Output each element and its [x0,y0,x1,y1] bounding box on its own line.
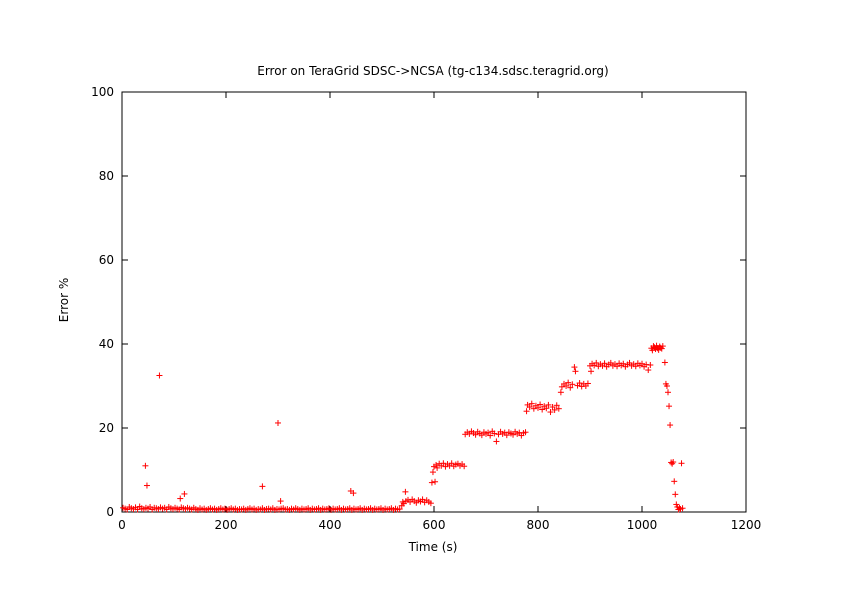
data-point [565,379,572,386]
x-tick-label: 800 [527,518,550,532]
data-point [350,490,357,497]
x-tick-label: 200 [215,518,238,532]
x-tick-label: 400 [319,518,342,532]
data-point [181,490,188,497]
data-point [275,419,281,426]
x-tick-label: 600 [423,518,446,532]
data-point [601,360,608,367]
x-tick-label: 1200 [731,518,762,532]
data-point [537,401,544,408]
data-point [667,422,674,429]
data-point [535,404,541,411]
y-axis-label: Error % [57,278,71,322]
data-point [673,501,680,508]
y-tick-label: 60 [99,253,114,267]
x-axis-label: Time (s) [408,540,458,554]
y-tick-label: 40 [99,337,114,351]
x-tick-label: 1000 [627,518,658,532]
data-point [461,463,468,470]
data-point [491,430,498,437]
data-point [429,469,436,476]
x-tick-label: 0 [118,518,126,532]
data-point [584,380,591,387]
data-point [663,383,670,389]
plot-frame [121,91,747,513]
data-point [670,459,677,466]
data-point [440,460,447,467]
data-point [493,438,500,445]
data-point [679,505,686,512]
data-point [156,372,163,379]
data-point [658,345,665,352]
data-point [572,368,579,375]
data-point [671,478,678,485]
data-point [567,384,574,391]
data-point [571,364,578,371]
data-point [259,483,266,490]
data-point [434,464,441,471]
data-point [665,389,671,396]
y-tick-label: 80 [99,169,114,183]
data-point [553,402,560,409]
data-point [143,482,150,489]
y-tick-label: 0 [106,505,114,519]
data-point [402,488,409,495]
data-point [433,461,440,468]
data-point [522,429,529,436]
x-axis: 0 200 400 600 800 1000 1200 [118,92,761,532]
data-point [528,400,535,407]
data-points [120,342,686,513]
data-point [427,500,434,507]
data-point [661,359,668,366]
data-point [428,479,435,486]
data-point [547,409,554,416]
data-point [487,432,494,439]
data-point [666,403,673,410]
data-point [555,405,562,412]
data-point [526,404,533,410]
data-point [557,389,564,396]
data-point [653,342,660,349]
data-point [142,462,149,469]
data-point [647,362,654,368]
data-point [543,405,550,412]
y-axis: 0 20 40 60 80 100 [91,85,746,519]
data-point [645,367,652,374]
data-point [672,491,679,498]
data-point [678,460,685,467]
data-point [551,406,558,413]
y-tick-label: 20 [99,421,114,435]
chart-title: Error on TeraGrid SDSC->NCSA (tg-c134.sd… [257,64,608,78]
data-point [593,359,600,366]
data-point [396,506,403,513]
data-point [177,495,184,502]
data-point [588,368,595,375]
y-tick-label: 100 [91,85,114,99]
data-point [523,408,530,415]
data-point [277,498,284,505]
data-point [432,478,439,485]
data-point [659,343,666,350]
data-point [569,381,576,388]
data-point [545,401,552,408]
data-point [563,383,570,389]
data-point [576,380,583,387]
data-point [539,406,546,413]
